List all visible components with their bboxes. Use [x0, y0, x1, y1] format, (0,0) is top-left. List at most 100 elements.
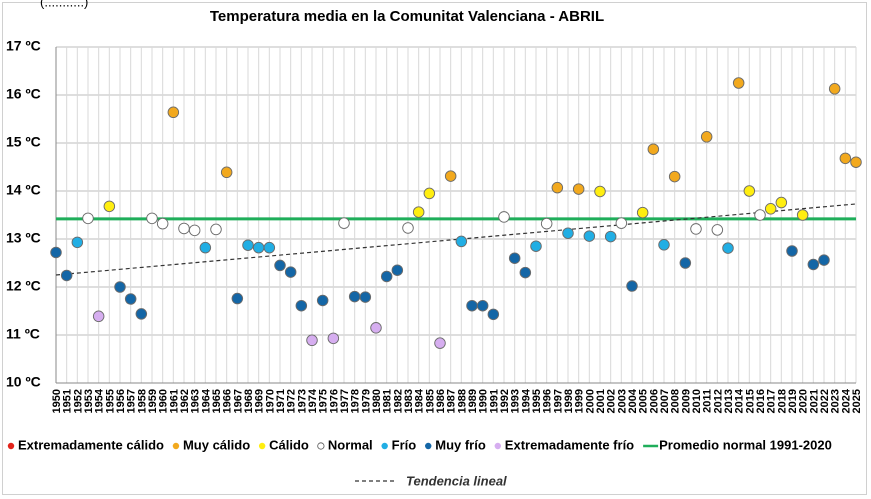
data-point-2024 [839, 152, 852, 165]
x-axis-ticks: 1950195119521953195419551956195719581959… [51, 388, 863, 413]
data-point-1962 [178, 222, 190, 235]
data-point-1958 [135, 308, 148, 320]
data-point-1971 [274, 259, 286, 272]
trend-legend: Tendencia lineal [355, 473, 507, 488]
data-point-1956 [114, 281, 126, 293]
data-point-1952 [71, 236, 84, 249]
x-tick-label: 1993 [510, 389, 522, 413]
legend-marker-ext_calido [7, 442, 15, 450]
x-tick-label: 1954 [94, 388, 106, 413]
data-point-1991 [487, 308, 500, 321]
x-tick-label: 1956 [115, 389, 127, 413]
data-point-2020 [796, 209, 809, 221]
data-point-1995 [530, 240, 542, 252]
x-tick-label: 1959 [147, 389, 159, 413]
y-axis-ticks: 10 ºC 11 ºC 12 ºC 13 ºC 14 ºC 15 ºC 16 ºC 17 ºC [6, 38, 41, 390]
data-point-1963 [188, 224, 201, 237]
data-point-1985 [423, 187, 436, 200]
data-point-1959 [146, 212, 158, 225]
x-tick-label: 2016 [755, 389, 767, 413]
data-points [50, 77, 862, 349]
x-tick-label: 1964 [200, 388, 212, 413]
x-tick-label: 1962 [179, 389, 191, 413]
y-tick-label: 10 ºC [6, 374, 41, 390]
y-tick-label: 12 ºC [6, 278, 41, 294]
data-point-1960 [156, 217, 169, 230]
data-point-1954 [92, 310, 105, 323]
x-tick-label: 2025 [851, 389, 863, 413]
legend-label-ext_calido: Extremadamente cálido [18, 437, 164, 452]
x-tick-label: 2023 [830, 389, 842, 413]
data-point-2025 [850, 156, 862, 168]
x-tick-label: 1970 [264, 389, 276, 413]
data-point-2019 [786, 245, 798, 257]
y-tick-label: 11 ºC [6, 326, 40, 342]
data-point-2006 [647, 143, 660, 155]
data-point-2002 [604, 230, 617, 243]
x-tick-label: 2024 [840, 388, 852, 413]
data-point-1980 [370, 322, 382, 334]
x-tick-label: 2017 [766, 389, 778, 413]
data-point-1975 [316, 294, 329, 307]
x-tick-label: 1979 [360, 389, 372, 413]
data-point-1970 [263, 241, 276, 254]
data-point-2004 [626, 280, 638, 292]
data-point-1979 [359, 291, 372, 303]
data-point-2008 [668, 170, 681, 183]
x-tick-label: 1998 [563, 389, 575, 413]
x-tick-label: 1985 [424, 389, 436, 413]
chart-title: Temperatura media en la Comunitat Valenc… [210, 8, 604, 25]
data-point-1950 [50, 246, 62, 259]
x-tick-label: 1969 [254, 389, 266, 413]
data-point-1968 [242, 239, 254, 251]
x-tick-label: 2004 [627, 388, 639, 413]
data-point-1982 [391, 264, 404, 276]
x-tick-label: 1957 [126, 389, 138, 413]
x-tick-label: 2008 [670, 389, 682, 413]
data-point-2000 [583, 230, 596, 242]
x-tick-label: 2001 [595, 389, 607, 413]
legend-label-calido: Cálido [269, 437, 309, 452]
data-point-2023 [828, 83, 841, 95]
x-tick-label: 2019 [787, 389, 799, 413]
x-tick-label: 1988 [456, 389, 468, 413]
data-point-1992 [498, 211, 510, 223]
x-tick-label: 2011 [702, 389, 714, 413]
data-point-1997 [551, 181, 564, 194]
legend-label-normal-line: Promedio normal 1991-2020 [659, 437, 832, 452]
grid-lines [55, 46, 857, 384]
x-tick-label: 2014 [734, 388, 746, 413]
x-tick-label: 2010 [691, 389, 703, 413]
data-point-1964 [199, 241, 212, 254]
data-point-1986 [434, 337, 446, 349]
x-tick-label: 1994 [520, 388, 532, 413]
x-tick-label: 1961 [168, 389, 180, 413]
data-point-1989 [466, 299, 478, 312]
legend-label-normal: Normal [328, 437, 373, 452]
data-point-1974 [306, 334, 318, 347]
x-tick-label: 1987 [446, 389, 458, 413]
data-point-1978 [348, 290, 361, 303]
x-tick-label: 1996 [542, 389, 554, 413]
legend-marker-muy_calido [172, 442, 180, 450]
x-tick-label: 1991 [488, 389, 500, 413]
data-point-1987 [444, 170, 457, 182]
data-point-1990 [476, 299, 489, 312]
x-tick-label: 2009 [680, 389, 692, 413]
data-point-2010 [690, 223, 702, 235]
data-point-1961 [167, 106, 180, 119]
legend-marker-ext_frio [494, 442, 501, 450]
data-point-2016 [754, 209, 766, 221]
y-tick-label: 14 ºC [6, 182, 41, 198]
legend-label-muy_frio: Muy frío [435, 437, 486, 452]
x-tick-label: 1978 [350, 389, 362, 413]
legend-marker-calido [258, 442, 266, 450]
data-point-1981 [380, 270, 393, 283]
x-tick-label: 2002 [606, 389, 618, 413]
data-point-1972 [284, 266, 297, 278]
x-tick-label: 1963 [190, 389, 202, 413]
x-tick-label: 2005 [638, 389, 650, 413]
x-tick-label: 1997 [552, 389, 564, 413]
x-tick-label: 1995 [531, 389, 543, 413]
